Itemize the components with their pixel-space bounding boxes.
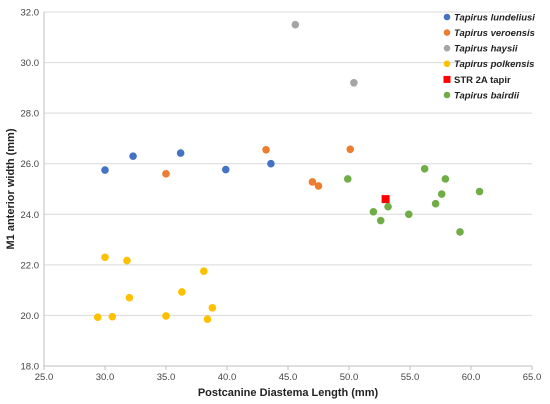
point-tapirus-polkensis bbox=[178, 288, 186, 296]
x-tick-label: 65.0 bbox=[523, 372, 542, 383]
point-tapirus-veroensis bbox=[308, 178, 317, 186]
point-tapirus-bairdii bbox=[420, 164, 429, 173]
point-tapirus-polkensis bbox=[101, 253, 109, 262]
point-tapirus-veroensis bbox=[346, 145, 355, 154]
point-tapirus-lundeliusi bbox=[176, 149, 185, 157]
legend-label-str-2a-tapir: STR 2A tapir bbox=[454, 75, 511, 86]
point-tapirus-polkensis bbox=[108, 312, 117, 321]
legend-marker-tapirus-haysii bbox=[443, 44, 451, 52]
point-tapirus-bairdii bbox=[456, 228, 464, 236]
point-tapirus-veroensis bbox=[262, 146, 270, 154]
y-tick-label: 28.0 bbox=[21, 109, 40, 120]
point-tapirus-lundeliusi bbox=[221, 165, 230, 174]
y-tick-label: 26.0 bbox=[21, 159, 40, 170]
point-tapirus-bairdii bbox=[384, 202, 392, 211]
point-tapirus-bairdii bbox=[437, 190, 446, 198]
y-tick-label: 32.0 bbox=[21, 8, 40, 19]
legend-label-tapirus-lundeliusi: Tapirus lundeliusi bbox=[454, 12, 535, 23]
tick-labels: 18.0 20.0 22.0 24.0 26.0 28.0 30.0 32.0 25.0 30.0… bbox=[21, 8, 542, 384]
legend-label-tapirus-haysii: Tapirus haysii bbox=[454, 44, 518, 55]
x-tick-label: 60.0 bbox=[462, 372, 481, 383]
y-tick-label: 24.0 bbox=[21, 210, 40, 221]
x-axis-title: Postcanine Diastema Length (mm) bbox=[198, 387, 379, 399]
y-tick-label: 18.0 bbox=[21, 362, 40, 373]
x-tick-label: 30.0 bbox=[96, 372, 115, 383]
point-tapirus-veroensis bbox=[314, 182, 323, 190]
x-tick-label: 40.0 bbox=[218, 372, 237, 383]
legend-label-tapirus-polkensis: Tapirus polkensis bbox=[454, 59, 534, 70]
x-tick-label: 55.0 bbox=[401, 372, 420, 383]
point-tapirus-bairdii bbox=[369, 207, 378, 216]
point-tapirus-polkensis bbox=[125, 293, 134, 302]
axes bbox=[43, 12, 533, 370]
legend-label-tapirus-bairdii: Tapirus bairdii bbox=[454, 90, 519, 101]
point-tapirus-polkensis bbox=[200, 267, 208, 275]
point-tapirus-polkensis bbox=[162, 312, 170, 320]
point-tapirus-lundeliusi bbox=[129, 152, 137, 160]
y-axis-title: M1 anterior width (mm) bbox=[5, 128, 17, 249]
point-tapirus-bairdii bbox=[404, 210, 413, 219]
legend-marker-tapirus-lundeliusi bbox=[443, 13, 451, 21]
point-tapirus-bairdii bbox=[475, 187, 484, 196]
point-tapirus-veroensis bbox=[162, 170, 170, 178]
x-tick-label: 35.0 bbox=[157, 372, 176, 383]
y-tick-label: 30.0 bbox=[21, 58, 40, 69]
point-tapirus-haysii bbox=[291, 20, 300, 29]
y-tick-label: 20.0 bbox=[21, 311, 40, 322]
point-tapirus-polkensis bbox=[123, 256, 131, 265]
legend: Tapirus lundeliusi Tapirus veroensis Tapir… bbox=[443, 12, 535, 101]
y-tick-label: 22.0 bbox=[21, 260, 40, 271]
x-tick-label: 25.0 bbox=[35, 372, 54, 383]
data-points bbox=[93, 20, 484, 324]
point-tapirus-bairdii bbox=[431, 199, 440, 208]
legend-marker-str-2a-tapir bbox=[443, 75, 451, 83]
legend-marker-tapirus-polkensis bbox=[443, 60, 451, 68]
point-tapirus-lundeliusi bbox=[101, 166, 109, 174]
point-tapirus-bairdii bbox=[441, 175, 450, 183]
point-tapirus-polkensis bbox=[203, 315, 212, 324]
point-tapirus-polkensis bbox=[208, 304, 217, 312]
legend-marker-tapirus-veroensis bbox=[443, 29, 451, 36]
x-tick-label: 50.0 bbox=[340, 372, 359, 383]
point-str-2a-tapir bbox=[381, 195, 390, 204]
point-tapirus-lundeliusi bbox=[267, 159, 275, 168]
point-tapirus-polkensis bbox=[93, 313, 102, 321]
point-tapirus-bairdii bbox=[343, 175, 352, 183]
legend-marker-tapirus-bairdii bbox=[443, 91, 451, 99]
point-tapirus-haysii bbox=[350, 79, 358, 87]
gridlines bbox=[44, 11, 532, 316]
x-tick-label: 45.0 bbox=[279, 372, 298, 383]
point-tapirus-bairdii bbox=[376, 216, 385, 225]
legend-label-tapirus-veroensis: Tapirus veroensis bbox=[454, 28, 535, 39]
